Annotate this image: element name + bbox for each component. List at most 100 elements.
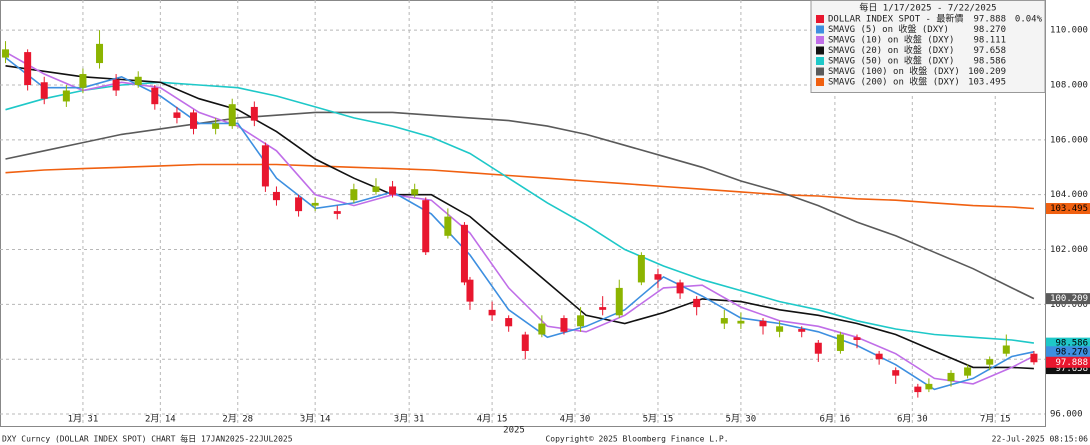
candle-body <box>505 318 513 327</box>
candle-body <box>173 112 181 118</box>
legend-swatch <box>816 67 824 76</box>
legend-label: SMAVG (50) on 收盤 (DXY) <box>828 55 954 67</box>
legend-label: SMAVG (200) on 收盤 (DXY) <box>828 76 960 88</box>
ma-line <box>5 163 1034 210</box>
candle-body <box>720 318 728 324</box>
value-tag-label: 97.658 <box>1055 364 1088 374</box>
x-tick-label: 6月 16 <box>820 414 851 425</box>
x-tick-label: 6月 30 <box>897 414 928 425</box>
y-tick-label: 110.000 <box>1050 26 1088 36</box>
candle-body <box>836 334 844 351</box>
legend-header: 每日 1/17/2025 - 7/22/2025 <box>859 2 996 14</box>
value-tag-label: 103.495 <box>1050 204 1088 214</box>
value-tag-label: 100.209 <box>1050 294 1088 304</box>
y-tick-label: 96.000 <box>1050 410 1083 420</box>
candle-body <box>466 279 474 302</box>
candle-body <box>853 337 861 340</box>
candle-body <box>577 315 585 327</box>
x-tick-label: 1月 31 <box>68 414 99 425</box>
legend-swatch <box>816 46 824 55</box>
candle-body <box>389 186 397 195</box>
candle-body <box>372 186 380 192</box>
candle-body <box>24 52 32 85</box>
candle-body <box>79 74 87 88</box>
marks <box>2 30 1038 398</box>
year-label: 2025 <box>503 426 525 436</box>
legend-swatch <box>816 36 824 44</box>
candle-body <box>964 367 972 376</box>
x-tick-label: 5月 15 <box>643 414 674 425</box>
candle-body <box>96 43 104 64</box>
candle-body <box>411 189 419 195</box>
value-tag <box>1046 356 1090 368</box>
candle-body <box>759 320 767 327</box>
candle-body <box>654 274 662 280</box>
legend-label: SMAVG (20) on 收盤 (DXY) <box>828 44 954 56</box>
ma-line <box>5 65 1034 370</box>
candle-body <box>986 359 994 365</box>
candle-body <box>814 342 822 354</box>
candle-body <box>521 334 529 351</box>
candle-body <box>538 323 546 335</box>
legend-swatch <box>816 25 824 34</box>
candle-body <box>875 353 883 360</box>
candle-body <box>925 383 933 390</box>
x-tick-label: 3月 14 <box>300 414 331 425</box>
footer-left: DXY Curncy (DOLLAR INDEX SPOT) CHART 每日 … <box>2 434 293 444</box>
y-tick-label: 108.000 <box>1050 81 1088 91</box>
legend-value: 97.888 <box>973 15 1006 25</box>
x-tick-label: 4月 30 <box>560 414 591 425</box>
legend-swatch <box>816 57 824 65</box>
ma-line <box>5 111 1035 300</box>
candle-body <box>599 307 607 310</box>
candle-body <box>112 79 120 91</box>
candle-body <box>212 123 220 129</box>
candle-body <box>311 202 319 206</box>
value-tag <box>1046 337 1090 349</box>
candle-body <box>892 370 900 376</box>
candle-body <box>615 287 623 316</box>
x-tick-label: 7月 15 <box>980 414 1011 425</box>
legend-value: 103.495 <box>968 78 1006 88</box>
candle-body <box>460 224 468 283</box>
candle-body <box>295 197 303 212</box>
candle-body <box>737 320 745 324</box>
value-tag-label: 98.270 <box>1055 347 1088 357</box>
y-tick-label: 102.000 <box>1050 245 1088 255</box>
legend-value: 97.658 <box>973 46 1006 56</box>
legend-value: 98.586 <box>973 57 1006 67</box>
candle-body <box>62 90 70 102</box>
legend-label: SMAVG (5) on 收盤 (DXY) <box>828 23 949 35</box>
candle-body <box>134 76 142 85</box>
x-tick-label: 4月 15 <box>477 414 508 425</box>
legend: DOLLAR INDEX SPOT - 最新價 97.888 0.04% SMAVG … <box>816 13 1043 88</box>
x-tick-label: 2月 28 <box>222 414 253 425</box>
candle-body <box>1030 353 1038 363</box>
x-tick-label: 5月 30 <box>726 414 757 425</box>
footer-center: Copyright© 2025 Bloomberg Finance L.P. <box>545 435 728 444</box>
candle-body <box>151 87 159 105</box>
legend-label: DOLLAR INDEX SPOT - 最新價 <box>828 13 963 25</box>
candle-body <box>488 309 496 316</box>
value-tag <box>1046 203 1090 215</box>
legend-value: 100.209 <box>968 67 1006 77</box>
legend-value: 98.270 <box>973 25 1006 35</box>
candle-body <box>2 49 10 58</box>
value-tag <box>1046 293 1090 305</box>
candle-body <box>676 282 684 294</box>
x-tick-label: 3月 31 <box>394 414 425 425</box>
legend-swatch <box>816 78 824 86</box>
y-tick-label: 106.000 <box>1050 135 1088 145</box>
value-tag <box>1046 346 1090 358</box>
candle-body <box>228 104 236 127</box>
candle-body <box>422 200 430 253</box>
y-tick-label: 100.000 <box>1050 300 1088 310</box>
legend-label: SMAVG (10) on 收盤 (DXY) <box>828 34 954 46</box>
ma-line <box>5 81 1035 344</box>
footer-right: 22-Jul-2025 08:15:06 <box>992 435 1089 444</box>
y-tick-label: 104.000 <box>1050 190 1088 200</box>
legend-change: 0.04% <box>1015 15 1043 25</box>
value-tag-label: 98.586 <box>1055 339 1088 349</box>
candle-body <box>261 145 269 187</box>
